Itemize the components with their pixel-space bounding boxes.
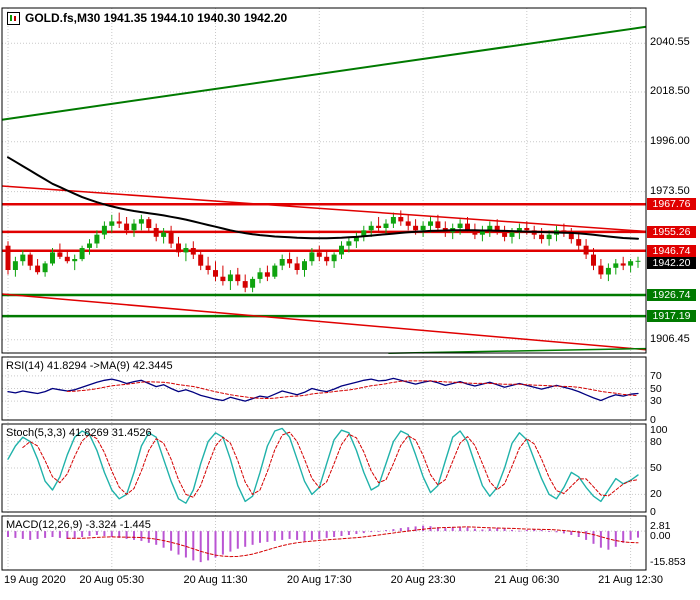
stoch-indicator-label: Stoch(5,3,3) 41.8269 31.4526 <box>6 427 152 439</box>
candlestick-chart-icon <box>7 11 20 25</box>
macd-indicator-label: MACD(12,26,9) -3.324 -1.445 <box>6 519 151 531</box>
price-axis[interactable] <box>646 8 700 570</box>
rsi-indicator-label: RSI(14) 41.8294 ->MA(9) 42.3445 <box>6 360 173 372</box>
symbol-title: GOLD.fs,M30 1941.35 1944.10 1940.30 1942… <box>7 11 287 25</box>
time-axis[interactable] <box>0 572 646 592</box>
symbol-ohlc-text: GOLD.fs,M30 1941.35 1944.10 1940.30 1942… <box>25 11 288 25</box>
